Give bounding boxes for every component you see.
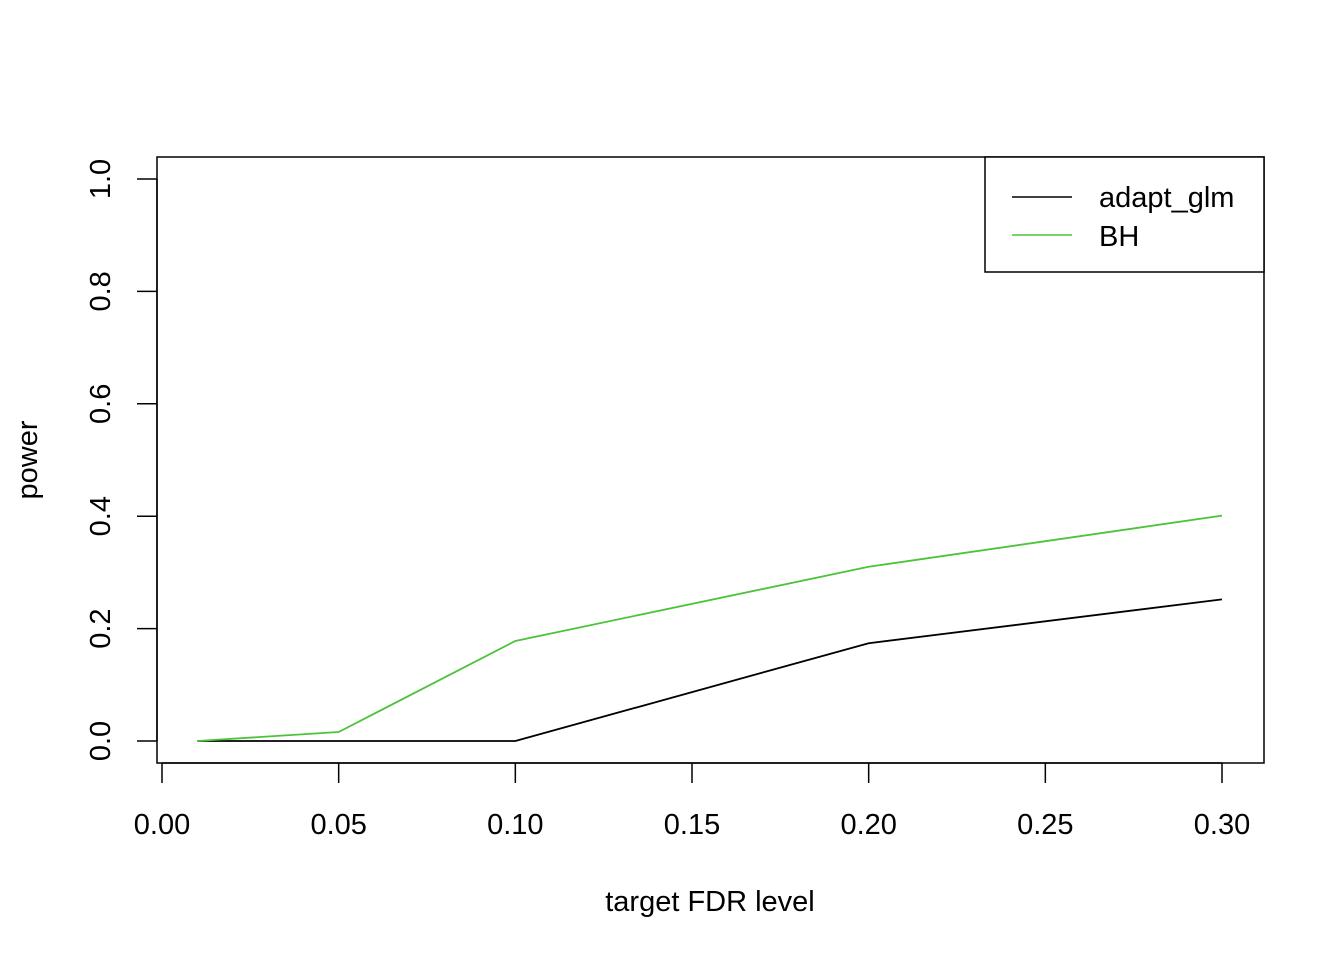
x-axis: 0.00 0.05 0.10 0.15 0.20 0.25 0.30 [134,762,1250,841]
series-line-bh [197,514,1223,742]
x-tick-label-0: 0.00 [134,809,190,841]
y-tick-label-2: 0.4 [85,496,117,536]
x-tick-label-3: 0.15 [664,809,720,841]
x-tick-label-1: 0.05 [310,809,366,841]
legend-label-bh: BH [1099,221,1139,253]
x-axis-title: target FDR level [605,886,815,918]
legend-label-adapt-glm: adapt_glm [1099,182,1234,214]
legend: adapt_glm BH [984,156,1265,273]
x-tick-label-5: 0.25 [1017,809,1073,841]
x-tick-label-2: 0.10 [487,809,543,841]
y-tick-label-3: 0.6 [85,384,117,424]
x-tick-label-4: 0.20 [840,809,896,841]
y-axis-title: power [12,420,44,499]
x-tick-label-6: 0.30 [1194,809,1250,841]
series-layer [197,514,1223,742]
y-axis: 0.0 0.2 0.4 0.6 0.8 1.0 [85,159,158,761]
series-line-adapt-glm [197,598,1223,742]
y-tick-label-4: 0.8 [85,271,117,311]
y-tick-label-0: 0.0 [85,721,117,761]
y-tick-label-5: 1.0 [85,159,117,199]
y-tick-label-1: 0.2 [85,608,117,648]
legend-box [984,156,1265,273]
